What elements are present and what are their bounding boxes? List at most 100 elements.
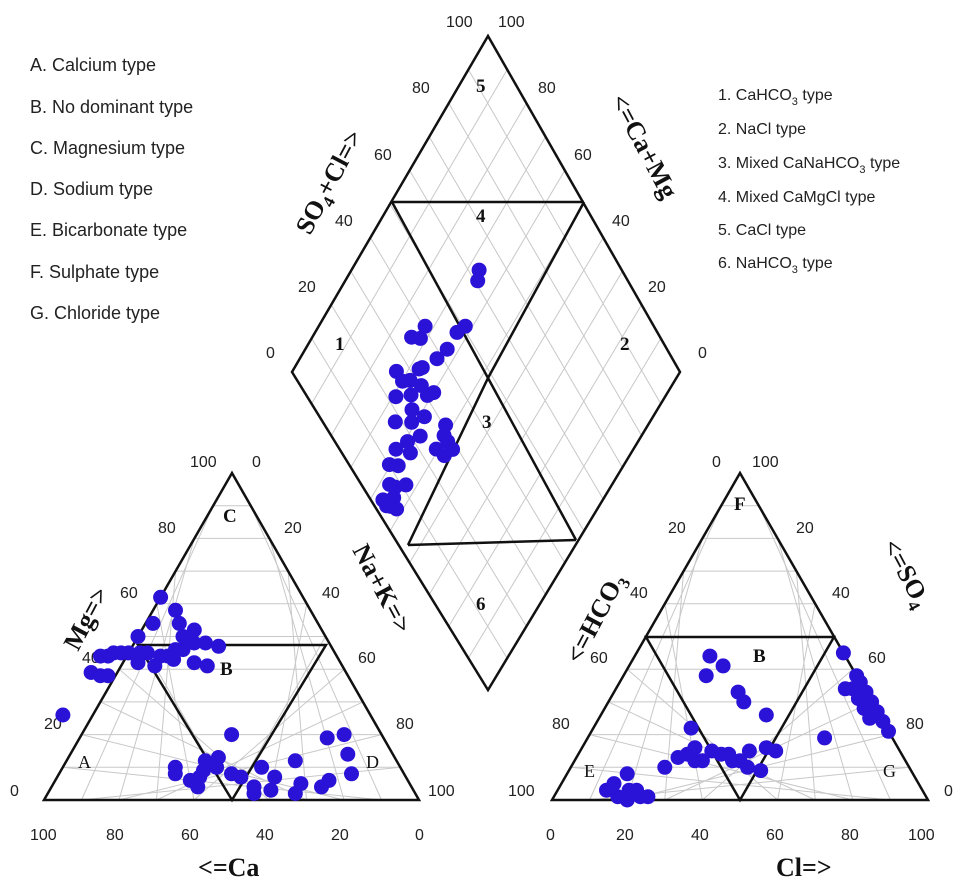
cation-sample-point <box>153 589 169 605</box>
diamond-sample-point <box>375 492 391 508</box>
tick-label: 60 <box>374 147 392 164</box>
cation-sample-point <box>197 753 213 769</box>
cation-sample-point <box>130 629 146 644</box>
tick-label: 20 <box>284 520 302 537</box>
diamond-sample-point <box>429 351 445 367</box>
anion-right-ticks: 100 20 40 60 80 0 <box>752 454 953 800</box>
diamond-sample-point <box>414 360 430 376</box>
legend-item-f: F. Sulphate type <box>30 262 159 282</box>
cation-sample-point <box>130 655 146 671</box>
diamond-sample-point <box>389 501 405 517</box>
cation-grid-line <box>287 571 307 801</box>
anion-left-ticks: 100 80 60 40 20 0 <box>508 454 721 800</box>
cation-bottom-ticks: 100 80 60 40 20 0 <box>30 827 424 844</box>
diamond-sample-point <box>388 363 404 379</box>
diamond-sample-point <box>404 402 420 418</box>
cation-sample-point <box>340 746 356 762</box>
tick-label: 100 <box>428 783 455 800</box>
diamond-grid-line <box>389 203 585 532</box>
tick-label: 60 <box>590 650 608 667</box>
anion-sample-point <box>758 707 774 723</box>
cation-sample-point <box>263 782 279 798</box>
tick-label: 100 <box>498 14 525 31</box>
legend-item-g: G. Chloride type <box>30 303 160 323</box>
sample-points <box>55 262 896 808</box>
anion-sample-point <box>862 710 878 726</box>
tick-label: 0 <box>944 783 953 800</box>
cation-sample-point <box>211 638 227 654</box>
diamond-zone-3: 3 <box>482 412 492 433</box>
diamond-zone-1: 1 <box>335 334 345 355</box>
tick-label: 60 <box>574 147 592 164</box>
diamond-lower-split <box>407 538 577 547</box>
tick-label: 60 <box>868 650 886 667</box>
anion-zone-e: E <box>584 761 595 781</box>
tick-label: 100 <box>508 783 535 800</box>
diamond-sample-point <box>404 329 420 345</box>
tick-label: 80 <box>158 520 176 537</box>
diamond-right-ticks: 0 20 40 60 80 100 <box>498 14 707 362</box>
cation-sample-point <box>314 779 329 795</box>
cation-sample-point <box>209 759 225 775</box>
legend-item-6: 6. NaHCO3 type <box>718 255 833 276</box>
tick-label: 60 <box>766 827 784 844</box>
cation-sample-point <box>233 769 249 785</box>
anion-sample-point <box>817 730 833 746</box>
diamond-sample-point <box>388 441 404 457</box>
tick-label: 60 <box>358 650 376 667</box>
tick-label: 40 <box>256 827 274 844</box>
anion-sample-point <box>657 759 673 775</box>
tick-label: 80 <box>552 716 570 733</box>
anion-sample-point <box>835 645 851 661</box>
tick-label: 40 <box>832 585 850 602</box>
diamond-sample-point <box>404 414 420 430</box>
legend-item-a: A. Calcium type <box>30 55 156 75</box>
grid-lines <box>62 69 910 801</box>
tick-label: 20 <box>668 520 686 537</box>
anion-sample-point <box>606 776 622 792</box>
anion-sample-point <box>640 789 656 805</box>
cation-sample-point <box>171 615 187 631</box>
diamond-zone-2: 2 <box>620 334 630 355</box>
cation-sample-point <box>198 635 213 651</box>
diamond-grid-line <box>409 170 604 500</box>
anion-sample-point <box>683 720 699 736</box>
diamond-grid-line <box>448 102 643 436</box>
tick-label: 80 <box>906 716 924 733</box>
anion-sample-point <box>687 740 703 756</box>
diamond-inner-right-lower <box>486 377 578 541</box>
tick-label: 100 <box>190 454 217 471</box>
diamond-sample-point <box>412 428 428 444</box>
tick-label: 20 <box>331 827 349 844</box>
cation-sample-point <box>293 776 309 792</box>
tick-label: 0 <box>698 345 707 362</box>
tick-label: 0 <box>415 827 424 844</box>
tick-label: 0 <box>10 783 19 800</box>
cation-sample-point <box>147 658 163 674</box>
diamond-sample-point <box>413 378 429 394</box>
tick-label: 20 <box>648 279 666 296</box>
anion-sample-point <box>619 792 635 808</box>
tick-label: 20 <box>796 520 814 537</box>
tick-label: 80 <box>538 80 556 97</box>
diamond-sample-point <box>470 273 486 289</box>
diamond-grid-line <box>467 338 662 659</box>
legend-item-d: D. Sodium type <box>30 179 153 199</box>
anion-bottom-axis-title: Cl=> <box>776 853 832 881</box>
diamond-sample-point <box>449 324 465 340</box>
tick-label: 100 <box>30 827 57 844</box>
cation-sample-point <box>344 766 359 782</box>
cation-grid-line <box>268 603 308 801</box>
cation-right-axis-title: Na+K=> <box>347 539 418 638</box>
cation-sample-point <box>319 730 335 746</box>
cation-bottom-axis-title: <=Ca <box>198 853 259 881</box>
cation-zone-b: B <box>220 659 233 680</box>
cation-grid-line <box>268 538 345 801</box>
cation-sample-point <box>267 769 283 785</box>
diamond-sample-point <box>426 385 442 401</box>
tick-label: 40 <box>630 585 648 602</box>
cation-zone-d: D <box>366 752 379 772</box>
diamond-sample-point <box>387 414 403 430</box>
tick-label: 0 <box>266 345 275 362</box>
legend-item-4: 4. Mixed CaMgCl type <box>718 189 875 206</box>
